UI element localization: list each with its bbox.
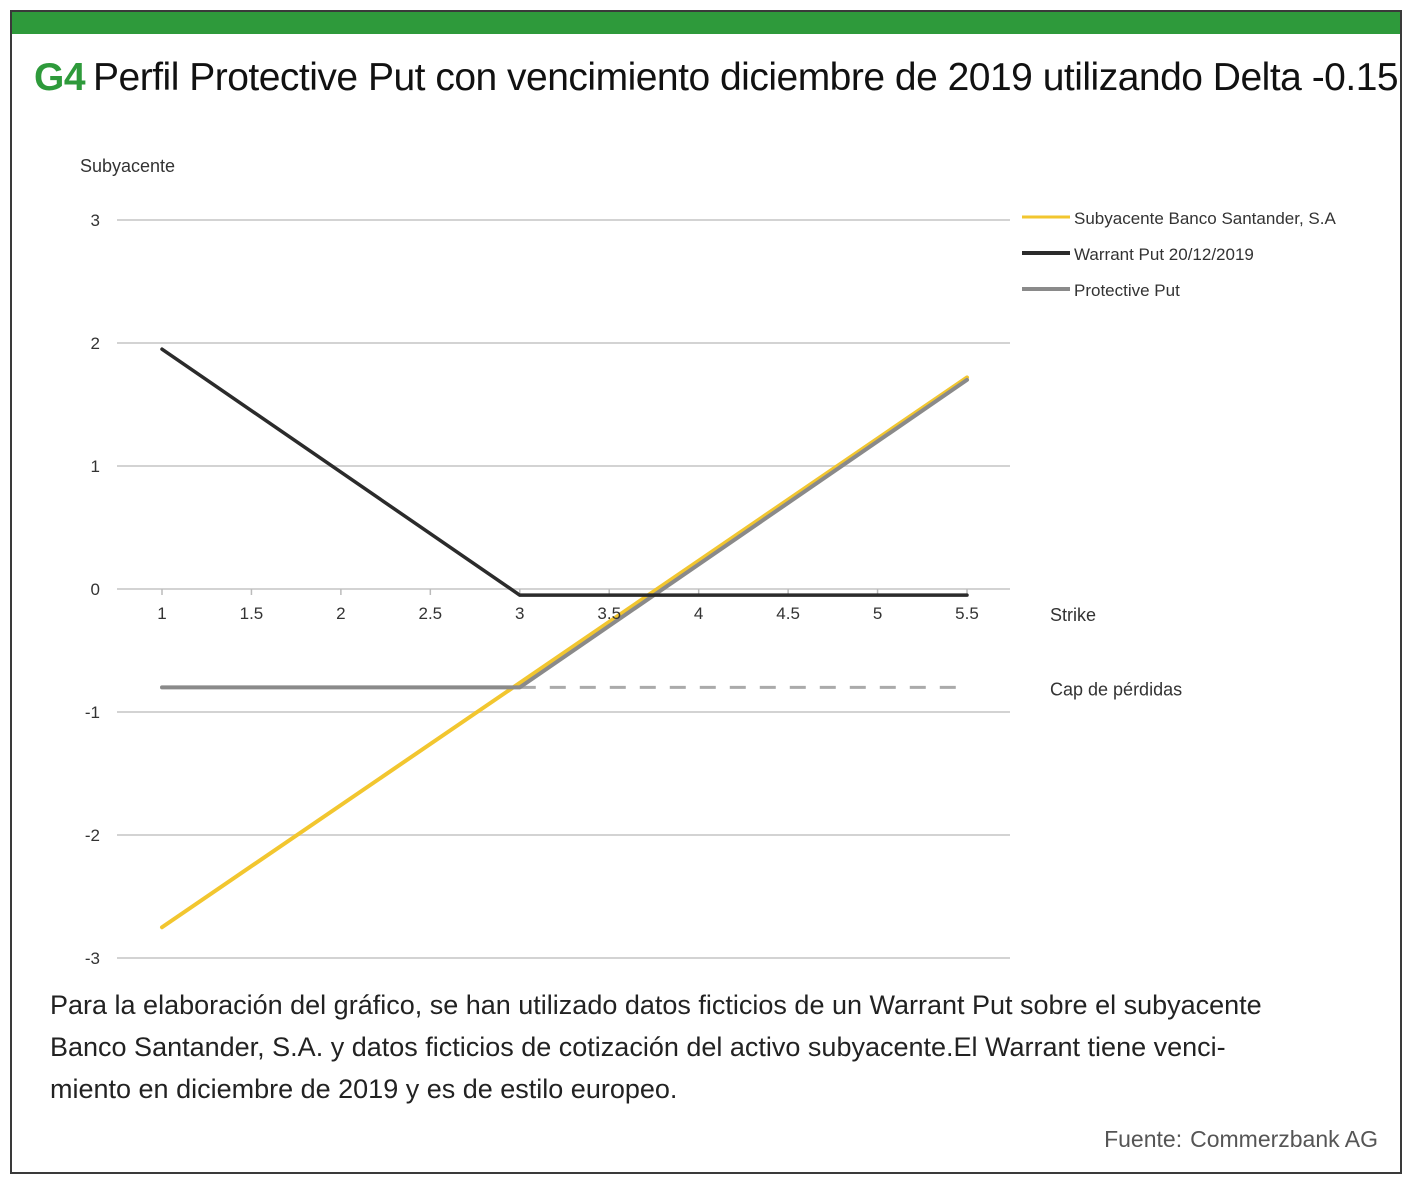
x-tick-label: 2 bbox=[336, 604, 345, 623]
x-tick-label: 1.5 bbox=[240, 604, 264, 623]
source-note: Fuente: Commerzbank AG bbox=[1104, 1126, 1378, 1153]
figure-title: G4 Perfil Protective Put con vencimiento … bbox=[34, 56, 1399, 100]
y-tick-label: -2 bbox=[85, 826, 100, 845]
x-axis-title: Strike bbox=[1050, 605, 1096, 625]
caption-line: Banco Santander, S.A. y datos ficticios … bbox=[50, 1032, 1226, 1062]
x-tick-label: 4 bbox=[694, 604, 703, 623]
figure-frame: G4 Perfil Protective Put con vencimiento … bbox=[10, 10, 1402, 1174]
x-tick-label: 3.5 bbox=[597, 604, 621, 623]
accent-bar bbox=[12, 12, 1400, 34]
figure-title-text: Perfil Protective Put con vencimiento di… bbox=[93, 56, 1399, 99]
x-tick-label: 4.5 bbox=[776, 604, 800, 623]
legend-label-1: Warrant Put 20/12/2019 bbox=[1074, 245, 1254, 264]
chart-caption: Para la elaboración del gráfico, se han … bbox=[50, 984, 1390, 1110]
y-tick-label: 2 bbox=[91, 334, 100, 353]
grid-layer bbox=[117, 219, 1010, 959]
legend-label-2: Protective Put bbox=[1074, 281, 1180, 300]
caption-line: miento en diciembre de 2019 y es de esti… bbox=[50, 1074, 678, 1104]
x-tick-label: 1 bbox=[157, 604, 166, 623]
series-line-1 bbox=[160, 347, 969, 597]
legend: Subyacente Banco Santander, S.A Warrant P… bbox=[1022, 209, 1336, 300]
label-layer: 3 2 1 0 -1 -2 -3 1 1.5 2 2.5 3 3.5 4 4.5 5 5.5 Subyacente… bbox=[80, 156, 1182, 968]
cap-annotation: Cap de pérdidas bbox=[1050, 679, 1182, 699]
x-tick-label: 5 bbox=[873, 604, 882, 623]
y-tick-label: 1 bbox=[91, 457, 100, 476]
y-axis-title: Subyacente bbox=[80, 156, 175, 176]
x-tick-label: 3 bbox=[515, 604, 524, 623]
source-value: Commerzbank AG bbox=[1190, 1126, 1378, 1152]
legend-label-0: Subyacente Banco Santander, S.A bbox=[1074, 209, 1336, 228]
source-label: Fuente: bbox=[1104, 1126, 1183, 1152]
series-line-0 bbox=[160, 375, 969, 930]
y-tick-label: 0 bbox=[91, 580, 100, 599]
x-tick-label: 5.5 bbox=[955, 604, 979, 623]
series-line-2 bbox=[160, 377, 969, 690]
protective-put-chart: 3 2 1 0 -1 -2 -3 1 1.5 2 2.5 3 3.5 4 4.5 5 5.5 Subyacente… bbox=[80, 156, 1336, 968]
y-tick-label: -3 bbox=[85, 949, 100, 968]
caption-line: Para la elaboración del gráfico, se han … bbox=[50, 990, 1262, 1020]
x-tick-label: 2.5 bbox=[419, 604, 443, 623]
y-tick-label: 3 bbox=[91, 211, 100, 230]
series-layer bbox=[160, 347, 969, 930]
figure-code: G4 bbox=[34, 56, 86, 99]
y-tick-label: -1 bbox=[85, 703, 100, 722]
